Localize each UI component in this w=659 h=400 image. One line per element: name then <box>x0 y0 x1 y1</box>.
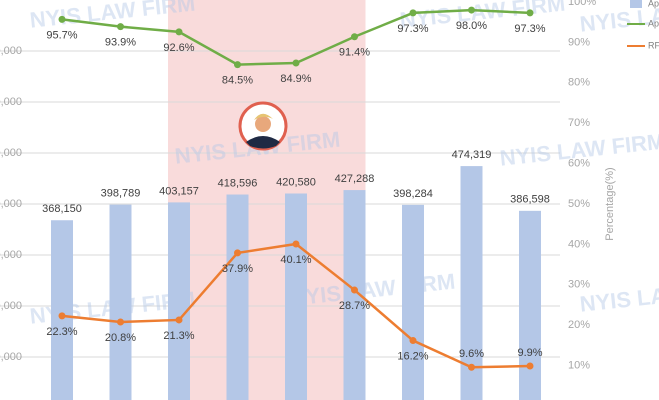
line-value-label: 20.8% <box>105 332 136 344</box>
bar-value-label: 398,284 <box>393 188 433 200</box>
portrait-icon <box>238 101 288 151</box>
bar <box>343 190 366 400</box>
line-point <box>351 33 358 41</box>
bar-value-label: 386,598 <box>510 194 550 206</box>
line-point <box>468 6 475 14</box>
bar-value-label: 403,157 <box>159 185 199 197</box>
y-tick-label: 500,000 <box>0 147 22 159</box>
bar <box>109 204 132 400</box>
line-point <box>292 59 300 67</box>
bar <box>168 202 190 400</box>
legend-swatch <box>630 0 642 8</box>
line-point <box>468 363 475 371</box>
bar <box>402 204 424 400</box>
bar <box>519 210 541 400</box>
line-point <box>175 28 183 36</box>
line-value-label: 9.9% <box>517 347 542 359</box>
y2-tick-label: 50% <box>568 198 590 210</box>
y-tick-label: 600,000 <box>0 96 22 108</box>
y-tick-label: 400,000 <box>0 198 22 210</box>
bar-value-label: 474,319 <box>452 149 492 161</box>
bar <box>460 166 483 400</box>
y2-tick-label: 30% <box>568 279 590 291</box>
bar-value-label: 368,150 <box>42 203 82 215</box>
bar-value-label: 398,789 <box>101 188 141 200</box>
line-value-label: 95.7% <box>46 29 77 41</box>
y2-tick-label: 20% <box>568 319 590 331</box>
line-value-label: 92.6% <box>163 42 194 54</box>
y2-tick-label: 80% <box>568 77 590 89</box>
legend-label: RFE <box>648 40 659 50</box>
line-point <box>409 337 417 345</box>
y2-tick-label: 60% <box>568 158 590 170</box>
line-value-label: 9.6% <box>459 348 484 360</box>
line-value-label: 97.3% <box>397 23 428 35</box>
line-point <box>58 15 66 23</box>
line-value-label: 97.3% <box>514 23 545 35</box>
y-tick-label: 300,000 <box>0 249 22 261</box>
bar <box>226 194 249 400</box>
y2-tick-label: 40% <box>568 238 590 250</box>
line-value-label: 98.0% <box>456 20 487 32</box>
line-value-label: 16.2% <box>397 350 428 362</box>
line-value-label: 91.4% <box>339 47 370 59</box>
line-point <box>351 286 358 294</box>
line-value-label: 21.3% <box>163 330 194 342</box>
line-point <box>526 9 534 17</box>
y2-tick-label: 10% <box>568 360 590 372</box>
legend-label: Ap <box>648 18 659 28</box>
portrait-face <box>255 116 271 132</box>
highlight-region <box>168 0 366 400</box>
line-point <box>234 249 241 257</box>
line-point <box>234 61 241 69</box>
line-value-label: 84.5% <box>222 75 253 87</box>
y-tick-label: 200,000 <box>0 300 22 312</box>
line-value-label: 22.3% <box>46 326 77 338</box>
portrait-hair <box>254 113 273 120</box>
line-point <box>117 318 124 326</box>
watermark: NYIS LAW FIRM <box>579 275 659 317</box>
line-point <box>58 312 66 320</box>
bar <box>51 220 73 400</box>
bar-value-label: 420,580 <box>276 176 316 188</box>
line-point <box>117 23 124 31</box>
y-tick-label: 700,000 <box>0 45 22 57</box>
y2-tick-label: 90% <box>568 36 590 48</box>
line-value-label: 40.1% <box>280 254 311 266</box>
line-value-label: 93.9% <box>105 37 136 49</box>
line-point <box>175 316 183 324</box>
y2-tick-label: 70% <box>568 117 590 129</box>
y2-tick-label: 100% <box>568 0 596 8</box>
line-value-label: 28.7% <box>339 300 370 312</box>
portrait-suit <box>246 136 280 149</box>
line-value-label: 37.9% <box>222 263 253 275</box>
line-point <box>292 240 300 248</box>
bar <box>285 193 307 400</box>
legend-label: Ap <box>648 0 659 8</box>
line-value-label: 84.9% <box>280 73 311 85</box>
line-point <box>409 9 417 17</box>
y-tick-label: 100,000 <box>0 351 22 363</box>
bar-value-label: 427,288 <box>335 173 375 185</box>
line-point <box>526 362 534 370</box>
y2-axis-label: Percentage(%) <box>604 167 616 240</box>
bar-value-label: 418,596 <box>218 177 258 189</box>
